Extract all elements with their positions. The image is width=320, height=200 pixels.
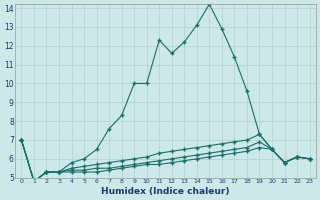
X-axis label: Humidex (Indice chaleur): Humidex (Indice chaleur)	[101, 187, 230, 196]
